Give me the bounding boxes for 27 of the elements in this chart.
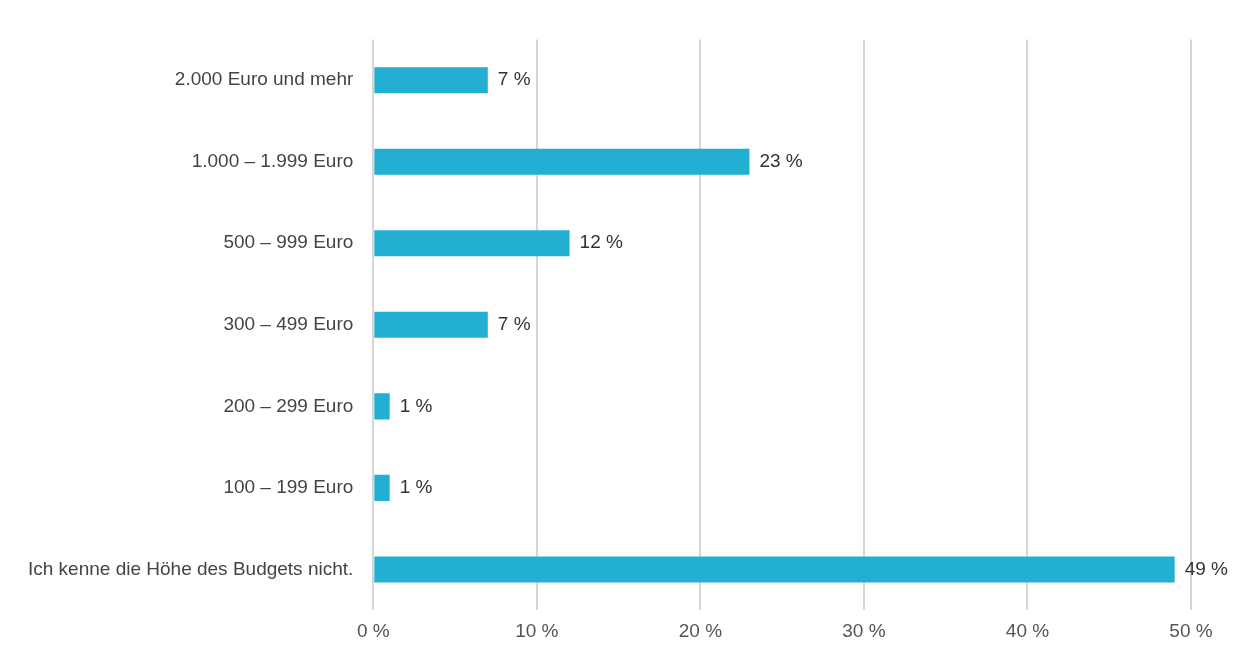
bar xyxy=(374,230,570,257)
x-tick-label: 10 % xyxy=(515,619,559,641)
bar xyxy=(374,148,750,175)
y-tick-label: 1.000 – 1.999 Euro xyxy=(191,149,354,171)
data-label: 23 % xyxy=(759,149,803,171)
x-tick-label: 20 % xyxy=(678,619,723,641)
data-label: 1 % xyxy=(399,476,433,498)
data-label: 7 % xyxy=(497,68,531,90)
y-tick-label: 2.000 Euro und mehr xyxy=(174,68,354,90)
data-label: 12 % xyxy=(579,231,623,253)
bar xyxy=(374,311,488,338)
y-tick-label: Ich kenne die Höhe des Budgets nicht. xyxy=(27,557,354,579)
bar xyxy=(374,67,488,94)
x-tick-label: 30 % xyxy=(842,619,886,641)
y-tick-label: 500 – 999 Euro xyxy=(223,231,354,253)
data-label: 1 % xyxy=(399,394,433,416)
bar xyxy=(374,393,390,420)
bar xyxy=(374,474,390,501)
y-tick-label: 300 – 499 Euro xyxy=(223,313,354,335)
y-tick-label: 200 – 299 Euro xyxy=(223,394,354,416)
x-tick-label: 50 % xyxy=(1169,619,1213,641)
x-tick-label: 40 % xyxy=(1005,619,1050,641)
data-label: 7 % xyxy=(497,313,531,335)
y-tick-label: 100 – 199 Euro xyxy=(223,476,354,498)
x-tick-label: 0 % xyxy=(356,619,390,641)
bar xyxy=(374,556,1175,583)
data-label: 49 % xyxy=(1184,557,1229,579)
